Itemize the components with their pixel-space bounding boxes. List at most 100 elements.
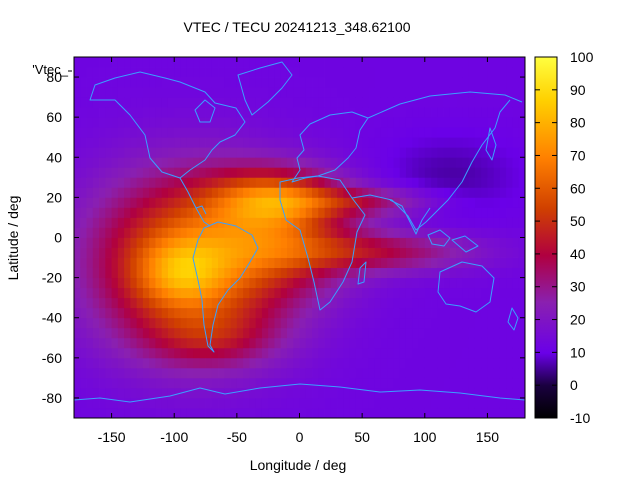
heatmap-cell [193,327,200,339]
heatmap-cell [249,337,257,349]
heatmap-cell [99,307,106,319]
heatmap-cell [412,257,419,268]
heatmap-cell [493,127,501,138]
heatmap-cell [380,117,388,128]
japan-coastline [485,127,497,161]
heatmap-cell [180,317,188,329]
heatmap-cell [224,87,231,98]
heatmap-cell [293,167,300,178]
heatmap-cell [412,217,419,228]
heatmap-cell [487,187,495,198]
heatmap-cell [418,67,426,78]
heatmap-cell [312,237,319,248]
heatmap-cell [399,247,407,258]
heatmap-cell [405,377,413,389]
heatmap-cell [86,127,94,138]
heatmap-cell [368,167,376,178]
heatmap-cell [293,217,300,228]
heatmap-cell [155,247,163,258]
heatmap-cell [449,197,457,208]
heatmap-cell [174,187,181,198]
heatmap-cell [487,117,495,128]
heatmap-cell [142,267,150,279]
heatmap-cell [499,337,507,349]
heatmap-cell [487,327,495,339]
heatmap-cell [343,387,351,399]
heatmap-cell [318,147,325,158]
heatmap-cell [487,137,495,148]
heatmap-cell [180,407,188,419]
heatmap-cell [261,357,269,369]
heatmap-cell [355,377,363,389]
heatmap-cell [468,127,476,138]
heatmap-cell [174,157,181,168]
heatmap-cell [305,207,313,218]
heatmap-cell [393,387,401,399]
heatmap-cell [211,57,219,68]
heatmap-cell [487,287,495,299]
heatmap-cell [380,97,388,108]
heatmap-cell [468,347,476,359]
heatmap-cell [474,137,482,148]
heatmap-cell [211,107,219,118]
north-america-coastline [89,71,246,179]
heatmap-cell [431,377,438,389]
heatmap-cell [474,217,482,228]
heatmap-cell [506,87,513,98]
heatmap-cell [193,87,200,98]
heatmap-cell [330,107,338,118]
heatmap-cell [149,247,156,258]
heatmap-cell [387,137,394,148]
heatmap-cell [324,357,332,369]
heatmap-cell [130,357,138,369]
heatmap-cell [243,247,250,258]
heatmap-cell [474,157,482,168]
heatmap-cell [180,187,188,198]
heatmap-cell [130,57,138,68]
heatmap-cell [142,187,150,198]
heatmap-cell [449,337,457,349]
heatmap-cell [399,57,407,68]
heatmap-cell [136,257,144,268]
heatmap-cell [105,197,112,208]
heatmap-cell [243,197,250,208]
heatmap-cell [243,187,250,198]
heatmap-cell [261,87,269,98]
heatmap-cells [74,57,526,419]
heatmap-cell [443,377,451,389]
heatmap-cell [286,187,294,198]
heatmap-cell [324,297,332,309]
heatmap-cell [506,377,513,389]
heatmap-cell [124,207,131,218]
heatmap-cell [161,277,169,289]
heatmap-cell [111,147,119,158]
heatmap-cell [518,87,526,98]
heatmap-cell [493,177,501,188]
heatmap-cell [512,157,520,168]
heatmap-cell [186,67,194,78]
heatmap-cell [286,57,294,68]
heatmap-cell [218,97,225,108]
heatmap-cell [230,227,238,238]
colorbar-tick-label: 20 [570,312,586,328]
heatmap-cell [149,177,156,188]
heatmap-cell [474,207,482,218]
heatmap-cell [487,107,495,118]
heatmap-cell [499,77,507,88]
heatmap-cell [205,397,213,409]
heatmap-cell [142,327,150,339]
heatmap-cell [418,97,426,108]
heatmap-cell [286,267,294,279]
heatmap-cell [224,177,231,188]
heatmap-cell [362,217,369,228]
heatmap-cell [205,127,213,138]
heatmap-cell [155,257,163,268]
heatmap-cell [99,197,106,208]
heatmap-cell [518,357,526,369]
heatmap-cell [431,157,438,168]
heatmap-cell [462,377,470,389]
heatmap-cell [343,57,351,68]
heatmap-cell [124,87,131,98]
heatmap-cell [305,377,313,389]
heatmap-cell [286,167,294,178]
